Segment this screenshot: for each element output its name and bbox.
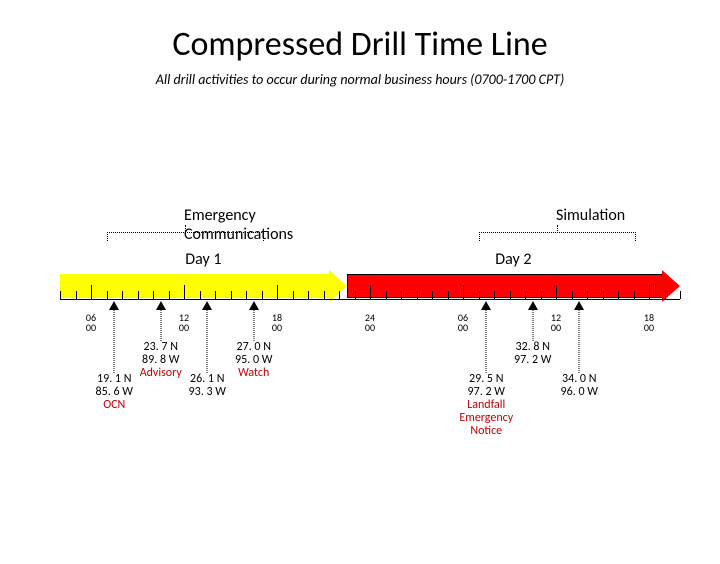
axis-tick	[510, 291, 511, 299]
axis-tick	[603, 291, 604, 299]
event-arrow-icon	[481, 301, 491, 310]
axis-tick	[308, 291, 309, 299]
event-label: 23. 7 N89. 8 WAdvisory	[140, 341, 182, 380]
axis-tick	[556, 285, 557, 299]
day2-arrow-band	[347, 274, 680, 298]
axis-tick	[184, 285, 185, 299]
event-leader-line	[160, 310, 161, 341]
time-label: 00	[453, 323, 473, 333]
axis-tick	[417, 291, 418, 299]
axis-tick	[572, 291, 573, 299]
event-leader-line	[532, 310, 533, 341]
axis-tick	[262, 291, 263, 299]
axis-tick	[169, 291, 170, 299]
page-subtitle: All drill activities to occur during nor…	[0, 71, 720, 88]
axis-tick	[370, 285, 371, 299]
event-label: 29. 5 N97. 2 WLandfallEmergencyNotice	[459, 373, 513, 438]
axis-tick	[355, 291, 356, 299]
event-leader-line	[114, 310, 115, 373]
bracket-emergency	[107, 232, 264, 241]
time-label: 00	[81, 323, 101, 333]
axis-tick	[463, 285, 464, 299]
axis-tick	[432, 291, 433, 299]
axis-tick	[634, 291, 635, 299]
axis-tick	[494, 291, 495, 299]
event-arrow-icon	[528, 301, 538, 310]
event-arrow-icon	[109, 301, 119, 310]
time-label: 00	[267, 323, 287, 333]
event-arrow-icon	[574, 301, 584, 310]
bracket-simulation	[479, 232, 636, 241]
day-label-2: Day 2	[495, 250, 531, 269]
event-arrow-icon	[249, 301, 259, 310]
axis-tick	[215, 291, 216, 299]
axis-tick	[680, 291, 681, 299]
axis-tick	[277, 285, 278, 299]
axis-tick	[107, 291, 108, 299]
axis-tick	[122, 291, 123, 299]
axis-tick	[91, 285, 92, 299]
axis-tick	[231, 291, 232, 299]
time-label: 00	[546, 323, 566, 333]
axis-tick	[200, 291, 201, 299]
axis-tick	[339, 291, 340, 299]
axis-tick	[448, 291, 449, 299]
event-leader-line	[253, 310, 254, 341]
event-arrow-icon	[156, 301, 166, 310]
axis-tick	[246, 291, 247, 299]
axis-tick	[479, 291, 480, 299]
day-label-1: Day 1	[185, 250, 221, 269]
event-leader-line	[579, 310, 580, 373]
axis-tick	[649, 285, 650, 299]
event-label: 32. 8 N97. 2 W	[514, 341, 551, 367]
axis-tick	[76, 291, 77, 299]
axis-tick	[525, 291, 526, 299]
axis-tick	[293, 291, 294, 299]
page-title: Compressed Drill Time Line	[0, 24, 720, 65]
axis-tick	[386, 291, 387, 299]
event-leader-line	[486, 310, 487, 373]
axis-tick	[541, 291, 542, 299]
time-label: 00	[360, 323, 380, 333]
time-label: 00	[174, 323, 194, 333]
event-label: 19. 1 N85. 6 WOCN	[96, 373, 133, 412]
time-axis	[60, 299, 680, 300]
axis-tick	[324, 291, 325, 299]
axis-tick	[665, 291, 666, 299]
event-leader-line	[207, 310, 208, 373]
axis-tick	[138, 291, 139, 299]
event-label: 34. 0 N96. 0 W	[561, 373, 598, 399]
time-label: 00	[639, 323, 659, 333]
axis-tick	[401, 291, 402, 299]
axis-tick	[618, 291, 619, 299]
timeline-stage: Emergency Communications Simulation Day …	[60, 204, 680, 524]
event-label: 26. 1 N93. 3 W	[189, 373, 226, 399]
event-arrow-icon	[202, 301, 212, 310]
axis-tick	[153, 291, 154, 299]
event-label: 27. 0 N95. 0 WWatch	[235, 341, 272, 380]
day1-arrow-band	[60, 274, 347, 298]
axis-tick	[587, 291, 588, 299]
axis-tick	[60, 291, 61, 299]
